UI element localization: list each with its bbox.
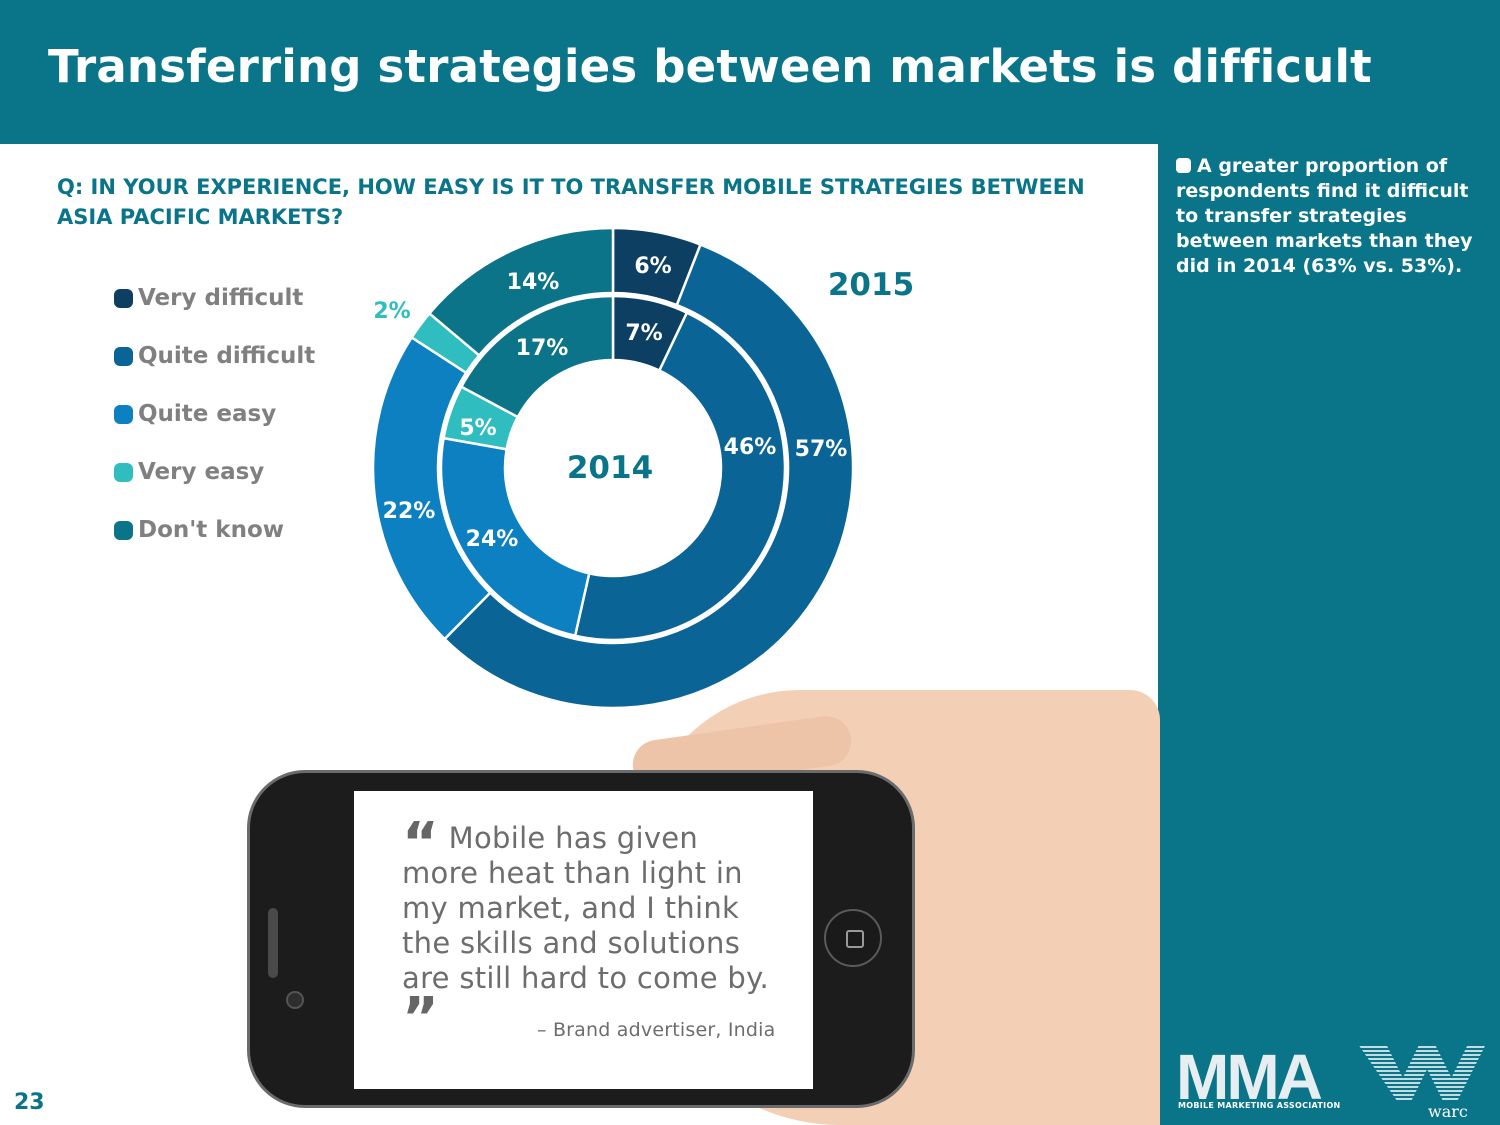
series-label-2015: 2015 [828, 267, 914, 303]
quote-text: “ Mobile has given more heat than light … [402, 816, 772, 1047]
header-bar: Transferring strategies between markets … [0, 0, 1500, 144]
legend-item-quite-easy: Quite easy [114, 400, 315, 458]
slice-data-label: 46% [724, 435, 777, 460]
sidebar-note: A greater proportion of respondents find… [1176, 154, 1476, 279]
close-quote-icon: ” [402, 986, 440, 1051]
page-number: 23 [14, 1090, 45, 1115]
donut-slice [442, 242, 855, 710]
donut-slice [459, 294, 615, 419]
donut-slice [439, 436, 591, 638]
quote-attribution: – Brand advertiser, India [537, 1019, 776, 1041]
legend-label: Very easy [138, 459, 265, 485]
phone-camera [286, 991, 304, 1009]
slice-data-label: 7% [625, 321, 662, 346]
slice-data-label: 6% [634, 254, 671, 279]
slice-data-label: 2% [373, 299, 410, 324]
nested-donut-chart: 6% 57% 22% 2% 14% 7% 46% 24% 5% 17% 2015 2014 [371, 226, 914, 710]
legend-swatch [114, 347, 133, 366]
legend-label: Quite difficult [138, 343, 316, 369]
legend-item-very-difficult: Very difficult [114, 284, 315, 342]
legend-item-dont-know: Don't know [114, 516, 315, 574]
legend-swatch [114, 521, 133, 540]
chart-legend: Very difficult Quite difficult Quite eas… [114, 284, 315, 574]
slice-data-label: 22% [383, 499, 436, 524]
slice-data-label: 57% [795, 437, 848, 462]
inner-ring-2014 [439, 294, 787, 642]
series-label-2014: 2014 [567, 450, 653, 486]
mma-logo: MMA [1176, 1041, 1323, 1113]
bullet-icon [1176, 158, 1191, 173]
legend-label: Don't know [138, 517, 285, 543]
slice-data-label: 5% [459, 416, 496, 441]
sidebar-note-text: A greater proportion of respondents find… [1176, 155, 1473, 277]
page-title: Transferring strategies between markets … [48, 40, 1372, 93]
donut-slice [427, 226, 615, 358]
legend-swatch [114, 405, 133, 424]
legend-label: Quite easy [138, 401, 277, 427]
slice-data-label: 17% [516, 336, 569, 361]
donut-slice [573, 311, 787, 642]
legend-label: Very difficult [138, 285, 304, 311]
phone-speaker [268, 908, 278, 978]
home-button-icon [824, 909, 882, 967]
legend-swatch [114, 289, 133, 308]
sidebar-panel: A greater proportion of respondents find… [1158, 144, 1500, 1125]
survey-question: Q: IN YOUR EXPERIENCE, HOW EASY IS IT TO… [57, 175, 1085, 229]
slice-data-label: 14% [507, 270, 560, 295]
phone-image: “ Mobile has given more heat than light … [247, 770, 915, 1108]
legend-item-very-easy: Very easy [114, 458, 315, 516]
mma-logo-subtitle: MOBILE MARKETING ASSOCIATION [1178, 1101, 1341, 1110]
warc-logo: warc [1428, 1102, 1468, 1121]
quote-body: Mobile has given more heat than light in… [402, 821, 769, 995]
slice-labels: 6% 57% 22% 2% 14% 7% 46% 24% 5% 17% [373, 254, 847, 552]
phone-screen: “ Mobile has given more heat than light … [354, 791, 813, 1089]
slice-data-label: 24% [466, 527, 519, 552]
outer-ring-2015 [371, 226, 855, 710]
legend-swatch [114, 463, 133, 482]
legend-item-quite-difficult: Quite difficult [114, 342, 315, 400]
